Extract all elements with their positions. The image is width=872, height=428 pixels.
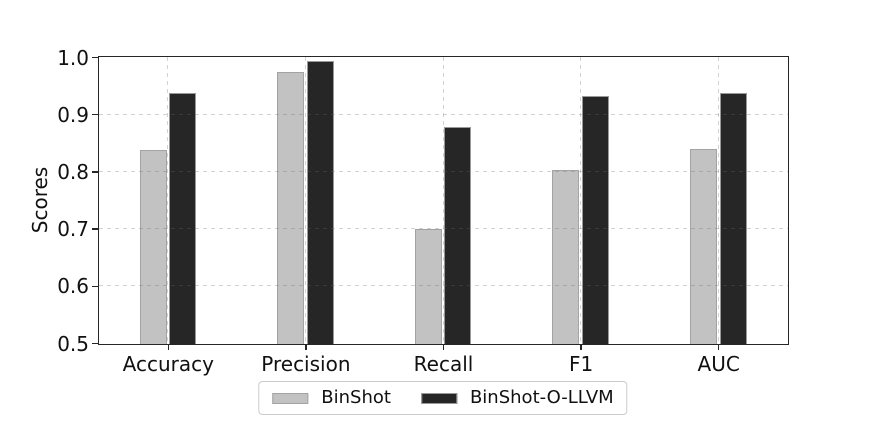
y-tick-label-1: 1.0	[57, 45, 89, 70]
y-tick-mark-0.8	[92, 171, 98, 173]
legend-label-binshot: BinShot	[321, 387, 391, 408]
gridline-vertical-precision	[304, 57, 306, 344]
bar-binshot-f1	[552, 169, 580, 344]
x-tick-mark-recall	[442, 345, 445, 350]
grid-layer	[99, 57, 788, 344]
legend-swatch-binshot-o-llvm	[420, 392, 457, 404]
gridline-horizontal-0.8	[99, 170, 788, 172]
gridline-vertical-recall	[442, 57, 444, 344]
bar-binshot-auc	[689, 148, 717, 344]
x-tick-label-precision: Precision	[261, 352, 351, 376]
y-tick-mark-0.6	[92, 285, 98, 288]
x-tick-label-f1: F1	[568, 352, 594, 376]
bar-binshot-o-llvm-f1	[581, 96, 609, 344]
y-tick-mark-0.5	[92, 342, 98, 345]
bars-layer	[99, 57, 788, 344]
y-tick-mark-0.7	[92, 228, 98, 230]
gridline-vertical-accuracy	[167, 57, 169, 344]
plot-area	[98, 56, 789, 345]
gridline-horizontal-0.7	[99, 228, 788, 230]
gridline-vertical-f1	[580, 57, 582, 344]
y-tick-label-0.8: 0.8	[57, 159, 89, 184]
y-tick-mark-0.9	[92, 113, 98, 116]
legend-item-binshot-o-llvm: BinShot-O-LLVM	[420, 387, 614, 409]
x-tick-label-accuracy: Accuracy	[122, 352, 214, 376]
bar-binshot-o-llvm-auc	[719, 93, 747, 344]
y-tick-label-0.9: 0.9	[57, 102, 89, 127]
bar-binshot-o-llvm-precision	[306, 60, 334, 344]
gridline-horizontal-0.9	[99, 113, 788, 115]
x-tick-label-auc: AUC	[697, 352, 740, 376]
y-tick-label-0.6: 0.6	[57, 274, 89, 299]
legend-item-binshot: BinShot	[272, 387, 391, 409]
bar-binshot-precision	[277, 71, 305, 344]
legend-swatch-binshot	[272, 392, 309, 404]
x-tick-mark-auc	[717, 345, 720, 350]
gridline-horizontal-0.6	[99, 285, 788, 287]
y-tick-label-0.5: 0.5	[57, 331, 89, 356]
gridline-vertical-auc	[717, 57, 719, 344]
bar-binshot-o-llvm-recall	[444, 126, 472, 344]
x-tick-mark-f1	[580, 345, 582, 350]
bar-binshot-recall	[414, 229, 442, 344]
x-tick-label-recall: Recall	[413, 352, 474, 376]
x-tick-mark-precision	[305, 345, 307, 350]
legend-label-binshot-o-llvm: BinShot-O-LLVM	[469, 387, 614, 408]
x-tick-mark-accuracy	[167, 345, 170, 350]
bar-binshot-accuracy	[139, 150, 167, 344]
y-tick-label-0.7: 0.7	[57, 217, 89, 242]
bar-binshot-o-llvm-accuracy	[169, 93, 197, 344]
legend: BinShot BinShot-O-LLVM	[258, 381, 628, 415]
y-tick-mark-1	[92, 56, 98, 59]
